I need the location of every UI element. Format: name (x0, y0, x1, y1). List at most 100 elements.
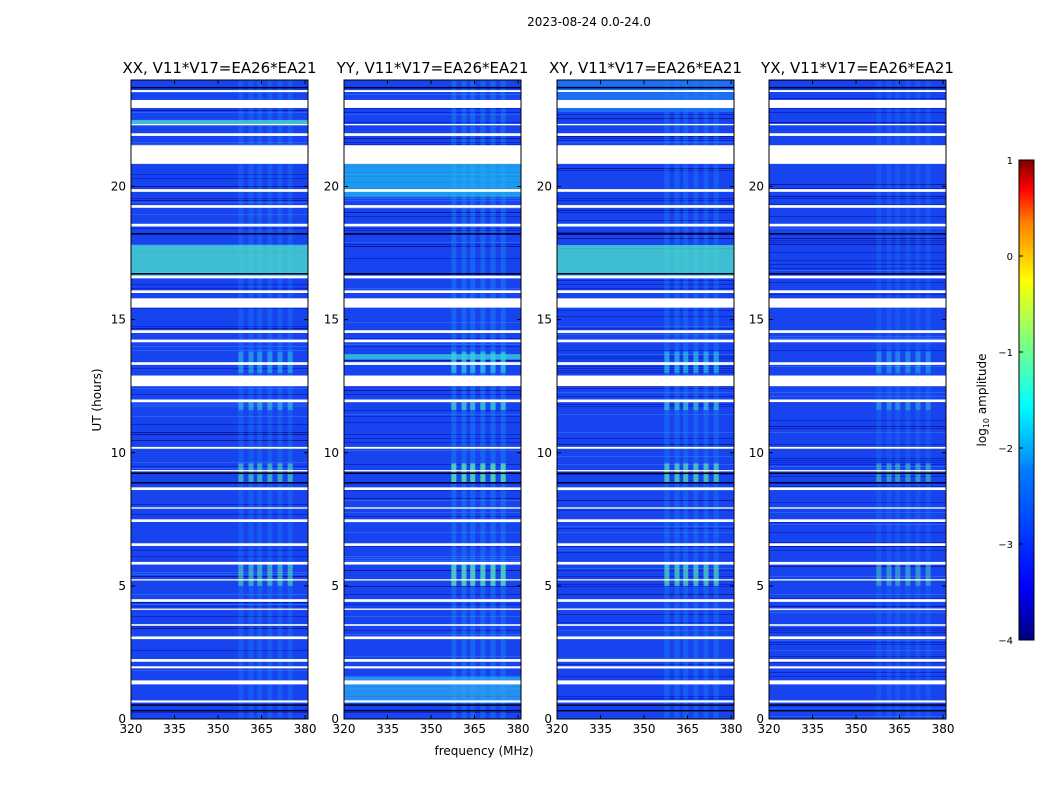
noise-row (557, 366, 734, 367)
flagged-row (131, 519, 308, 522)
noise-row (769, 108, 946, 109)
noise-row (769, 282, 946, 283)
dark-row (557, 273, 734, 275)
noise-row (131, 112, 308, 113)
noise-row (131, 200, 308, 201)
dark-row (344, 86, 521, 89)
flagged-row (557, 624, 734, 626)
rfi-burst (886, 564, 892, 586)
noise-row (557, 388, 734, 389)
noise-row (769, 466, 946, 467)
rfi-burst (713, 564, 719, 586)
dark-row (344, 472, 521, 475)
flagged-row (131, 680, 308, 685)
noise-row (769, 512, 946, 513)
flagged-row (769, 205, 946, 208)
noise-row (557, 326, 734, 327)
flagged-row (557, 205, 734, 208)
noise-row (769, 420, 946, 421)
noise-row (769, 464, 946, 465)
noise-row (131, 434, 308, 435)
flagged-row (131, 666, 308, 669)
rfi-burst (876, 400, 882, 411)
flagged-row (557, 446, 734, 449)
flagged-row (344, 290, 521, 293)
flagged-row (344, 330, 521, 333)
flagged-row (557, 298, 734, 308)
flagged-row (557, 339, 734, 343)
rfi-burst (500, 564, 506, 586)
x-tick-label: 380 (932, 722, 955, 736)
flagged-row (131, 205, 308, 208)
noise-row (344, 500, 521, 501)
flagged-row (131, 290, 308, 293)
noise-row (769, 216, 946, 217)
noise-row (769, 240, 946, 241)
flagged-row (769, 339, 946, 343)
noise-row (344, 390, 521, 391)
colorbar-tick-label: −4 (998, 636, 1013, 647)
noise-row (344, 604, 521, 605)
flagged-row (769, 330, 946, 333)
y-tick-label: 15 (324, 313, 339, 327)
noise-row (131, 628, 308, 629)
flagged-row (131, 470, 308, 472)
noise-row (131, 402, 308, 403)
dark-row (344, 704, 521, 706)
flagged-row (557, 599, 734, 602)
flagged-row (557, 608, 734, 610)
y-tick-label: 15 (111, 313, 126, 327)
x-tick-label: 320 (546, 722, 569, 736)
flagged-row (769, 399, 946, 403)
noise-row (344, 532, 521, 533)
y-tick-label: 10 (537, 446, 552, 460)
noise-row (131, 432, 308, 433)
flagged-row (131, 487, 308, 491)
noise-row (344, 94, 521, 95)
flagged-row (344, 399, 521, 403)
noise-row (557, 432, 734, 433)
flagged-row (557, 680, 734, 685)
flagged-row (131, 636, 308, 640)
flagged-row (769, 561, 946, 565)
noise-row (769, 532, 946, 533)
dark-row (769, 86, 946, 89)
noise-row (131, 308, 308, 309)
colorbar-tick-label: 1 (1007, 156, 1013, 167)
rfi-burst (664, 564, 670, 586)
flagged-row (131, 189, 308, 192)
noise-row (344, 438, 521, 439)
noise-row (769, 542, 946, 543)
flagged-row (557, 399, 734, 403)
flagged-row (557, 507, 734, 509)
noise-row (557, 356, 734, 357)
noise-row (131, 668, 308, 669)
noise-row (131, 572, 308, 573)
noise-row (769, 350, 946, 351)
flagged-row (557, 561, 734, 565)
rfi-burst (267, 564, 273, 586)
noise-row (344, 630, 521, 631)
noise-row (769, 252, 946, 253)
noise-row (769, 402, 946, 403)
x-tick-label: 350 (845, 722, 868, 736)
noise-row (131, 602, 308, 603)
noise-row (769, 198, 946, 199)
noise-row (557, 212, 734, 213)
noise-row (344, 288, 521, 289)
panel-frame (343, 79, 522, 720)
noise-row (769, 546, 946, 547)
flagged-row (131, 123, 308, 126)
rfi-burst (895, 564, 901, 586)
noise-row (557, 138, 734, 139)
flagged-row (344, 507, 521, 509)
flagged-row (557, 330, 734, 333)
rfi-burst (257, 400, 263, 411)
colorbar-ticks: 1 0 −1 −2 −3 −4 (998, 156, 1023, 647)
noise-row (344, 144, 521, 145)
y-tick-label: 20 (537, 180, 552, 194)
noise-row (344, 386, 521, 387)
flagged-row (769, 90, 946, 92)
noise-row (557, 310, 734, 311)
noise-row (344, 394, 521, 395)
